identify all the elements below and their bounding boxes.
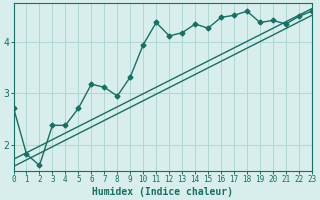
X-axis label: Humidex (Indice chaleur): Humidex (Indice chaleur): [92, 186, 233, 197]
